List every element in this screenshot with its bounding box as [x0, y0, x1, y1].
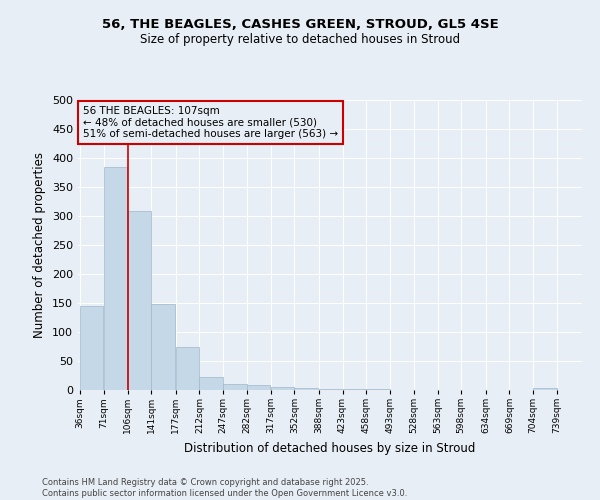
Bar	[271, 387, 294, 390]
Bar	[176, 346, 199, 390]
Bar	[533, 388, 557, 390]
Bar	[104, 166, 127, 390]
Text: 56 THE BEAGLES: 107sqm
← 48% of detached houses are smaller (530)
51% of semi-de: 56 THE BEAGLES: 107sqm ← 48% of detached…	[83, 106, 338, 139]
Bar	[80, 306, 103, 390]
Bar	[151, 304, 175, 390]
Bar	[199, 376, 223, 390]
Bar	[247, 386, 271, 390]
Bar	[223, 384, 247, 390]
Bar	[128, 212, 151, 390]
Text: Size of property relative to detached houses in Stroud: Size of property relative to detached ho…	[140, 32, 460, 46]
Text: Contains HM Land Registry data © Crown copyright and database right 2025.
Contai: Contains HM Land Registry data © Crown c…	[42, 478, 407, 498]
Y-axis label: Number of detached properties: Number of detached properties	[34, 152, 46, 338]
X-axis label: Distribution of detached houses by size in Stroud: Distribution of detached houses by size …	[184, 442, 476, 454]
Bar	[319, 389, 342, 390]
Text: 56, THE BEAGLES, CASHES GREEN, STROUD, GL5 4SE: 56, THE BEAGLES, CASHES GREEN, STROUD, G…	[101, 18, 499, 30]
Bar	[295, 388, 318, 390]
